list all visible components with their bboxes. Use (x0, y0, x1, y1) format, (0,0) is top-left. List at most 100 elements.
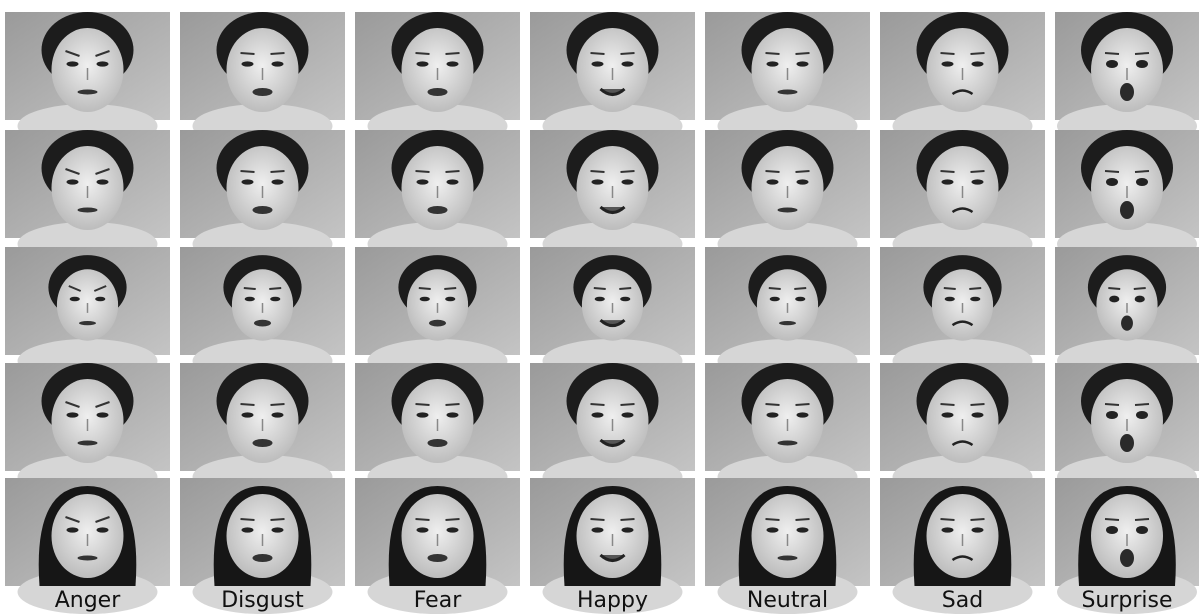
eye (1136, 526, 1148, 534)
brow (271, 404, 285, 405)
brow (1135, 519, 1149, 520)
mouth (78, 208, 98, 213)
brow (1134, 288, 1146, 289)
eye (592, 61, 604, 66)
mouth (1120, 549, 1134, 567)
brow (416, 53, 430, 54)
brow (591, 171, 605, 172)
brow (1105, 404, 1119, 405)
eye (447, 61, 459, 66)
eye (420, 297, 430, 301)
eye (67, 179, 79, 184)
eye (417, 61, 429, 66)
brow (444, 288, 456, 289)
face-tile (880, 130, 1045, 266)
eye (70, 297, 80, 301)
face-tile (355, 12, 520, 148)
mouth (1121, 315, 1133, 330)
brow (241, 519, 255, 520)
brow (766, 519, 780, 520)
eye (272, 412, 284, 417)
eye (242, 179, 254, 184)
eye (797, 527, 809, 532)
eye (767, 61, 779, 66)
mouth (254, 320, 271, 327)
eye (767, 527, 779, 532)
eye (1106, 526, 1118, 534)
mouth (779, 321, 796, 325)
eye (1106, 60, 1118, 68)
face-tile (180, 130, 345, 266)
brow (941, 519, 955, 520)
face-tile (880, 12, 1045, 148)
brow (416, 404, 430, 405)
eye (622, 527, 634, 532)
eye (592, 527, 604, 532)
mouth (778, 441, 798, 446)
eye (942, 527, 954, 532)
column-label: Happy (577, 588, 648, 613)
brow (1108, 288, 1120, 289)
mouth (428, 554, 448, 562)
brow (594, 288, 606, 289)
eye (942, 412, 954, 417)
face-tile (180, 247, 345, 383)
eye (1106, 178, 1118, 186)
eye (417, 527, 429, 532)
brow (271, 519, 285, 520)
eye (95, 297, 105, 301)
eye (1106, 411, 1118, 419)
mouth (79, 321, 96, 325)
face-grid: AngerDisgustFearHappyNeutralSadSurprise (0, 0, 1202, 614)
eye (67, 412, 79, 417)
eye (445, 297, 455, 301)
face-tile (1055, 130, 1199, 266)
brow (446, 519, 460, 520)
column-label: Anger (55, 588, 121, 613)
brow (796, 171, 810, 172)
eye (592, 179, 604, 184)
face-tile (530, 12, 695, 148)
eye (1135, 296, 1145, 303)
mouth (778, 556, 798, 561)
eye (447, 179, 459, 184)
mouth (78, 556, 98, 561)
mouth (429, 320, 446, 327)
brow (769, 288, 781, 289)
brow (244, 288, 256, 289)
eye (97, 527, 109, 532)
brow (766, 53, 780, 54)
eye (942, 179, 954, 184)
brow (619, 288, 631, 289)
brow (796, 519, 810, 520)
eye (767, 412, 779, 417)
brow (241, 404, 255, 405)
mouth (1120, 434, 1134, 452)
eye (1136, 60, 1148, 68)
face-tile (530, 130, 695, 266)
eye (97, 61, 109, 66)
eye (417, 179, 429, 184)
eye (447, 412, 459, 417)
brow (241, 53, 255, 54)
brow (794, 288, 806, 289)
eye (972, 527, 984, 532)
brow (446, 171, 460, 172)
mouth (428, 206, 448, 214)
brow (446, 404, 460, 405)
face-tile (1055, 247, 1199, 383)
brow (1135, 53, 1149, 54)
eye (767, 179, 779, 184)
mouth (1120, 83, 1134, 101)
column-label: Fear (414, 588, 462, 613)
column-label: Surprise (1081, 588, 1172, 613)
brow (971, 519, 985, 520)
eye (622, 61, 634, 66)
eye (272, 61, 284, 66)
face-tile (5, 12, 170, 148)
column-label: Disgust (221, 588, 304, 613)
brow (941, 53, 955, 54)
brow (1135, 404, 1149, 405)
eye (797, 412, 809, 417)
brow (621, 404, 635, 405)
